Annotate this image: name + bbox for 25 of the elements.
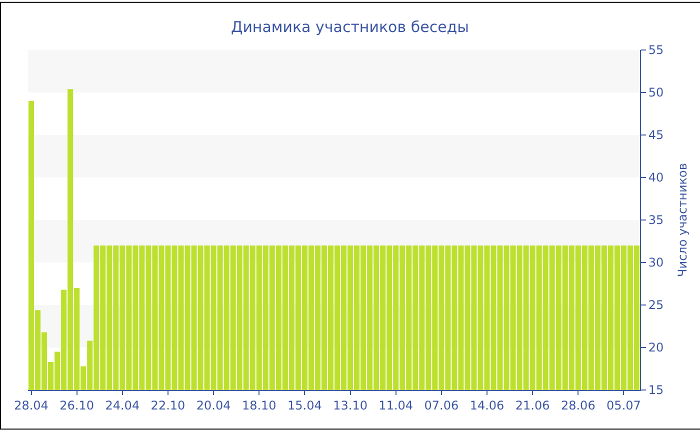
x-tick-label: 20.04 — [196, 398, 231, 412]
y-tick-label: 50 — [648, 86, 664, 100]
y-tick-label: 35 — [648, 213, 664, 228]
x-tick-label: 13.10 — [333, 398, 368, 412]
x-tick-label: 11.04 — [378, 398, 414, 412]
x-tick-label: 07.06 — [424, 398, 459, 412]
y-tick-label: 40 — [648, 170, 664, 185]
x-tick-label: 28.06 — [560, 398, 596, 412]
y-tick-label: 15 — [648, 383, 664, 398]
y-tick-label: 20 — [648, 340, 664, 355]
x-tick-label: 21.06 — [515, 398, 550, 412]
x-tick-label: 05.07 — [606, 398, 641, 412]
x-tick-label: 24.04 — [105, 398, 140, 412]
x-tick-label: 26.10 — [60, 398, 94, 412]
y-tick-label: 25 — [648, 298, 664, 312]
x-tick-label: 18.10 — [242, 398, 276, 412]
y-tick-label: 55 — [648, 43, 664, 58]
x-tick-label: 22.10 — [150, 398, 186, 412]
x-tick-label: 15.04 — [288, 398, 322, 412]
y-tick-label: 30 — [648, 256, 664, 270]
x-tick-label: 28.04 — [14, 398, 48, 412]
x-tick-label: 14.06 — [470, 398, 504, 412]
y-tick-label: 45 — [648, 128, 664, 142]
chart-title: Динамика участников беседы — [230, 18, 470, 36]
y-axis-title: Число участников — [676, 163, 690, 277]
